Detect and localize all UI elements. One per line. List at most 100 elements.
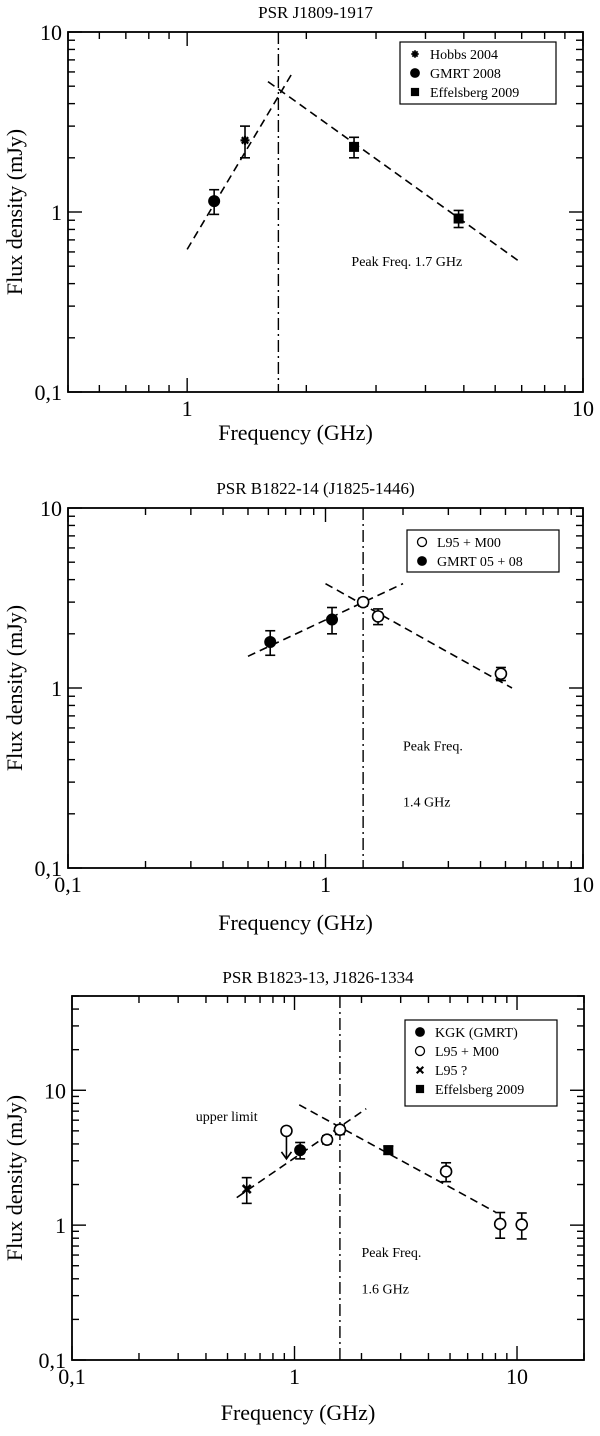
data-point xyxy=(326,613,339,626)
data-point xyxy=(349,141,360,152)
data-point xyxy=(320,1133,334,1147)
annotation-text: 1.6 GHz xyxy=(361,1283,408,1298)
y-tick-label: 0,1 xyxy=(35,856,63,881)
legend-box xyxy=(404,1019,558,1107)
series-kgk-gmrt- xyxy=(294,1141,307,1160)
legend: Hobbs 2004 GMRT 2008 Effelsberg 2009 xyxy=(399,41,557,105)
series-hobbs-2004 xyxy=(240,125,251,159)
plot-frame xyxy=(71,995,585,1361)
data-point xyxy=(439,1165,453,1178)
annotation-text: Peak Freq. xyxy=(361,1246,421,1261)
legend-marker xyxy=(416,536,428,548)
legend-marker xyxy=(415,1027,425,1037)
data-point xyxy=(208,195,221,208)
axis-ticks xyxy=(67,507,584,869)
y-tick-label: 0,1 xyxy=(39,1348,67,1373)
x-axis-label: Frequency (GHz) xyxy=(218,420,373,445)
legend-marker-star xyxy=(411,50,419,58)
legend-marker-circle-filled xyxy=(410,68,420,78)
y-axis-label: Flux density (mJy) xyxy=(2,129,27,295)
chart-panel-3: 0,1 1 10 0,1 1 10 PSR B1823-13, J1826-1334 Freq… xyxy=(2,968,585,1425)
chart-panel-1: 1 10 0,1 1 10 PSR J1809-1917 Frequency (GHz) Fl… xyxy=(2,3,594,445)
legend-marker-circle-filled xyxy=(417,556,427,566)
legend-label: L95 ? xyxy=(435,1064,467,1079)
series-gmrt-2008 xyxy=(208,188,221,216)
series-l95-m00 xyxy=(280,1123,529,1240)
fit-line xyxy=(267,80,523,264)
legend: L95 + M00 GMRT 05 + 08 xyxy=(406,529,560,573)
chart-panel-2: 0,1 1 10 0,1 1 10 PSR B1822-14 (J1825-1446) Fre… xyxy=(2,479,594,935)
data-point xyxy=(264,636,277,649)
legend-entry: GMRT 05 + 08 xyxy=(417,555,523,570)
x-tick-label: 10 xyxy=(572,872,594,897)
legend-box xyxy=(406,529,560,573)
legend-marker xyxy=(414,1045,426,1057)
legend-entry: L95 + M00 xyxy=(416,536,501,551)
x-tick-label: 0,1 xyxy=(58,1364,86,1389)
legend-label: GMRT 05 + 08 xyxy=(437,555,523,570)
legend-marker-circle-filled xyxy=(415,1027,425,1037)
data-point xyxy=(294,1144,307,1157)
series-effelsberg-2009 xyxy=(383,1145,394,1156)
legend-marker xyxy=(411,50,419,58)
x-tick-label: 1 xyxy=(182,396,193,421)
legend-label: GMRT 2008 xyxy=(430,67,501,82)
legend-marker xyxy=(415,1065,425,1075)
legend-label: Effelsberg 2009 xyxy=(435,1083,524,1098)
y-tick-label: 1 xyxy=(55,1213,66,1238)
data-point xyxy=(383,1145,394,1156)
legend-marker-star-stroke xyxy=(411,50,419,58)
chart-title: PSR B1822-14 (J1825-1446) xyxy=(216,479,414,498)
annotation-text: Peak Freq. 1.7 GHz xyxy=(351,255,462,270)
x-tick-label: 0,1 xyxy=(54,872,82,897)
series-l95- xyxy=(241,1176,252,1205)
legend-marker xyxy=(410,87,420,97)
legend-box xyxy=(399,41,557,105)
data-point-stroke xyxy=(241,1184,252,1195)
annotation-text: Peak Freq. xyxy=(403,739,463,754)
x-tick-label: 10 xyxy=(506,1364,528,1389)
annotation-text: 1.4 GHz xyxy=(403,795,450,810)
legend-entry: KGK (GMRT) xyxy=(415,1026,518,1041)
fit-line xyxy=(325,582,513,689)
upper-limit-arrow-head xyxy=(280,1151,293,1161)
legend-marker xyxy=(417,556,427,566)
legend-entry: L95 ? xyxy=(415,1064,467,1079)
series-effelsberg-2009 xyxy=(349,136,464,229)
y-tick-label: 10 xyxy=(40,496,62,521)
legend-marker-circle-open xyxy=(416,536,428,548)
y-tick-label: 10 xyxy=(44,1078,66,1103)
legend-marker-square-filled xyxy=(410,87,420,97)
data-point xyxy=(333,1123,347,1137)
legend-label: Effelsberg 2009 xyxy=(430,86,519,101)
y-tick-label: 1 xyxy=(51,676,62,701)
fit-line xyxy=(186,71,294,250)
data-point xyxy=(494,667,508,681)
data-point-stroke xyxy=(241,136,249,145)
legend-marker-x-stroke xyxy=(415,1065,425,1075)
data-point xyxy=(493,1217,507,1231)
legend-entry: Effelsberg 2009 xyxy=(410,86,519,101)
y-tick-label: 10 xyxy=(40,20,62,45)
data-point xyxy=(453,213,464,224)
data-point xyxy=(241,1184,252,1195)
x-axis-label: Frequency (GHz) xyxy=(218,910,373,935)
y-tick-label: 1 xyxy=(51,200,62,225)
legend-label: L95 + M00 xyxy=(437,536,501,551)
y-axis-label: Flux density (mJy) xyxy=(2,605,27,771)
data-point xyxy=(280,1124,293,1138)
chart-title: PSR J1809-1917 xyxy=(258,3,373,22)
chart-title: PSR B1823-13, J1826-1334 xyxy=(222,968,414,987)
legend: KGK (GMRT) L95 + M00 L95 ? Effelsberg 2009 xyxy=(404,1019,558,1107)
x-tick-label: 1 xyxy=(320,872,331,897)
legend-entry: GMRT 2008 xyxy=(410,67,501,82)
series-l95-m00 xyxy=(356,595,508,682)
legend-marker-square-filled xyxy=(415,1084,425,1094)
legend-label: L95 + M00 xyxy=(435,1045,499,1060)
fit-line xyxy=(298,1104,496,1213)
legend-entry: L95 + M00 xyxy=(414,1045,499,1060)
legend-entry: Hobbs 2004 xyxy=(411,48,498,63)
y-axis-label: Flux density (mJy) xyxy=(2,1095,27,1261)
